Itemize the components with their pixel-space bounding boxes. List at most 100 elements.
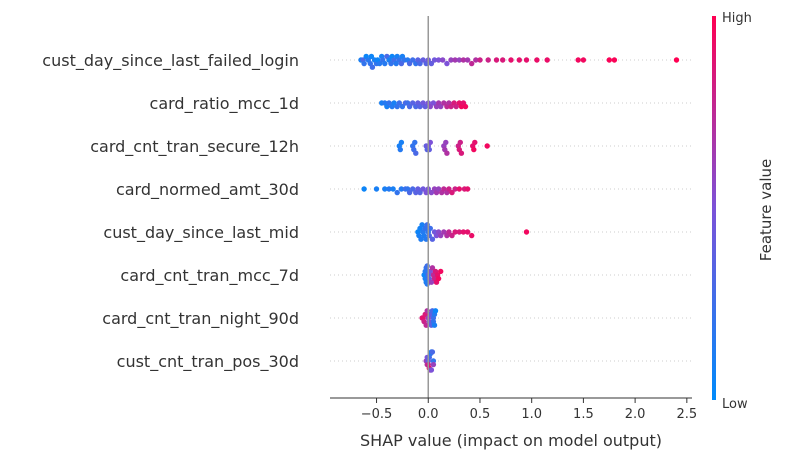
shap-point [472,139,478,146]
shap-point [440,57,446,63]
feature-label: card_cnt_tran_night_90d [102,309,299,329]
shap-point [606,57,612,63]
shap-point [396,100,402,106]
shap-point [386,186,392,192]
shap-point [368,53,375,60]
shap-point [394,189,400,196]
shap-point [398,139,405,146]
shap-point [464,186,471,192]
feature-label: cust_cnt_tran_pos_30d [117,352,299,372]
shap-point [373,186,380,192]
shap-point [388,60,394,67]
feature-label: cust_day_since_last_mid [103,223,299,243]
shap-point [386,100,392,106]
shap-point [673,57,680,63]
shap-point [473,57,479,63]
x-axis-label: SHAP value (impact on model output) [360,431,662,450]
shap-point [523,57,530,63]
shap-point [441,186,447,192]
shap-point [444,60,450,67]
shap-point [544,57,550,63]
shap-point [523,229,530,235]
shap-point [420,186,426,192]
feature-label: card_cnt_tran_secure_12h [90,137,299,157]
points-layer [358,53,680,373]
shap-point [397,146,403,153]
shap-point [418,236,424,242]
x-tick-label: 2.0 [625,407,646,422]
shap-point [456,229,462,235]
shap-point [428,367,435,373]
shap-point [361,60,367,67]
shap-point [428,60,435,67]
shap-point [429,265,436,271]
shap-point [369,64,376,70]
x-tick-label: −0.5 [361,407,393,422]
feature-label: card_cnt_tran_mcc_7d [120,266,299,286]
shap-point [458,150,465,156]
shap-point [420,57,426,63]
x-tick-label: 1.0 [521,407,542,422]
shap-point [410,186,416,192]
shap-point [611,57,618,63]
shap-point [435,186,442,192]
shap-point [441,100,447,106]
shap-point [393,60,399,67]
shap-point [516,57,522,63]
shap-point [430,100,437,106]
shap-point [410,100,416,106]
shap-point [449,189,455,196]
colorbar-gradient [712,16,716,400]
shap-point [452,186,458,192]
shap-point [441,229,447,235]
x-tick-label: 1.5 [573,407,594,422]
shap-point [444,150,450,156]
x-tick-label: 2.5 [676,407,697,422]
shap-point [438,103,444,110]
feature-label: cust_day_since_last_failed_login [42,51,299,71]
shap-point [431,57,438,63]
shap-point [410,57,416,63]
shap-point [456,186,462,192]
shap-point [398,60,405,67]
colorbar: High Low Feature value [712,11,775,412]
shap-point [406,103,413,110]
shap-point [430,361,437,368]
shap-point [580,57,587,63]
shap-point [428,279,435,285]
x-axis: −0.5 0.0 0.5 1.0 1.5 2.0 2.5 [330,397,697,422]
shap-point [417,103,423,110]
shap-point [391,100,397,106]
shap-point [382,186,388,192]
shap-point [429,236,436,242]
shap-point [464,57,471,63]
shap-point [464,229,471,235]
shap-point [469,60,475,67]
shap-point [448,57,454,63]
shap-point [426,146,432,153]
colorbar-high-label: High [722,11,752,26]
shap-point [452,229,458,235]
shap-point [457,139,463,146]
shap-point [575,57,581,63]
shap-point [399,103,406,110]
shap-point [435,57,442,63]
shap-point [413,150,419,156]
shap-point [435,275,442,282]
shap-point [432,308,439,314]
shap-point [452,57,458,63]
shap-point [424,263,430,269]
shap-point [417,189,423,196]
shap-point [422,103,428,110]
shap-point [429,349,436,355]
shap-point [406,60,413,67]
shap-point [390,186,396,192]
shap-point [485,57,491,63]
shap-point [446,229,452,235]
shap-point [462,103,469,110]
feature-rows: cust_day_since_last_failed_login card_rat… [42,51,692,372]
shap-point [449,232,455,239]
shap-point [438,232,444,239]
